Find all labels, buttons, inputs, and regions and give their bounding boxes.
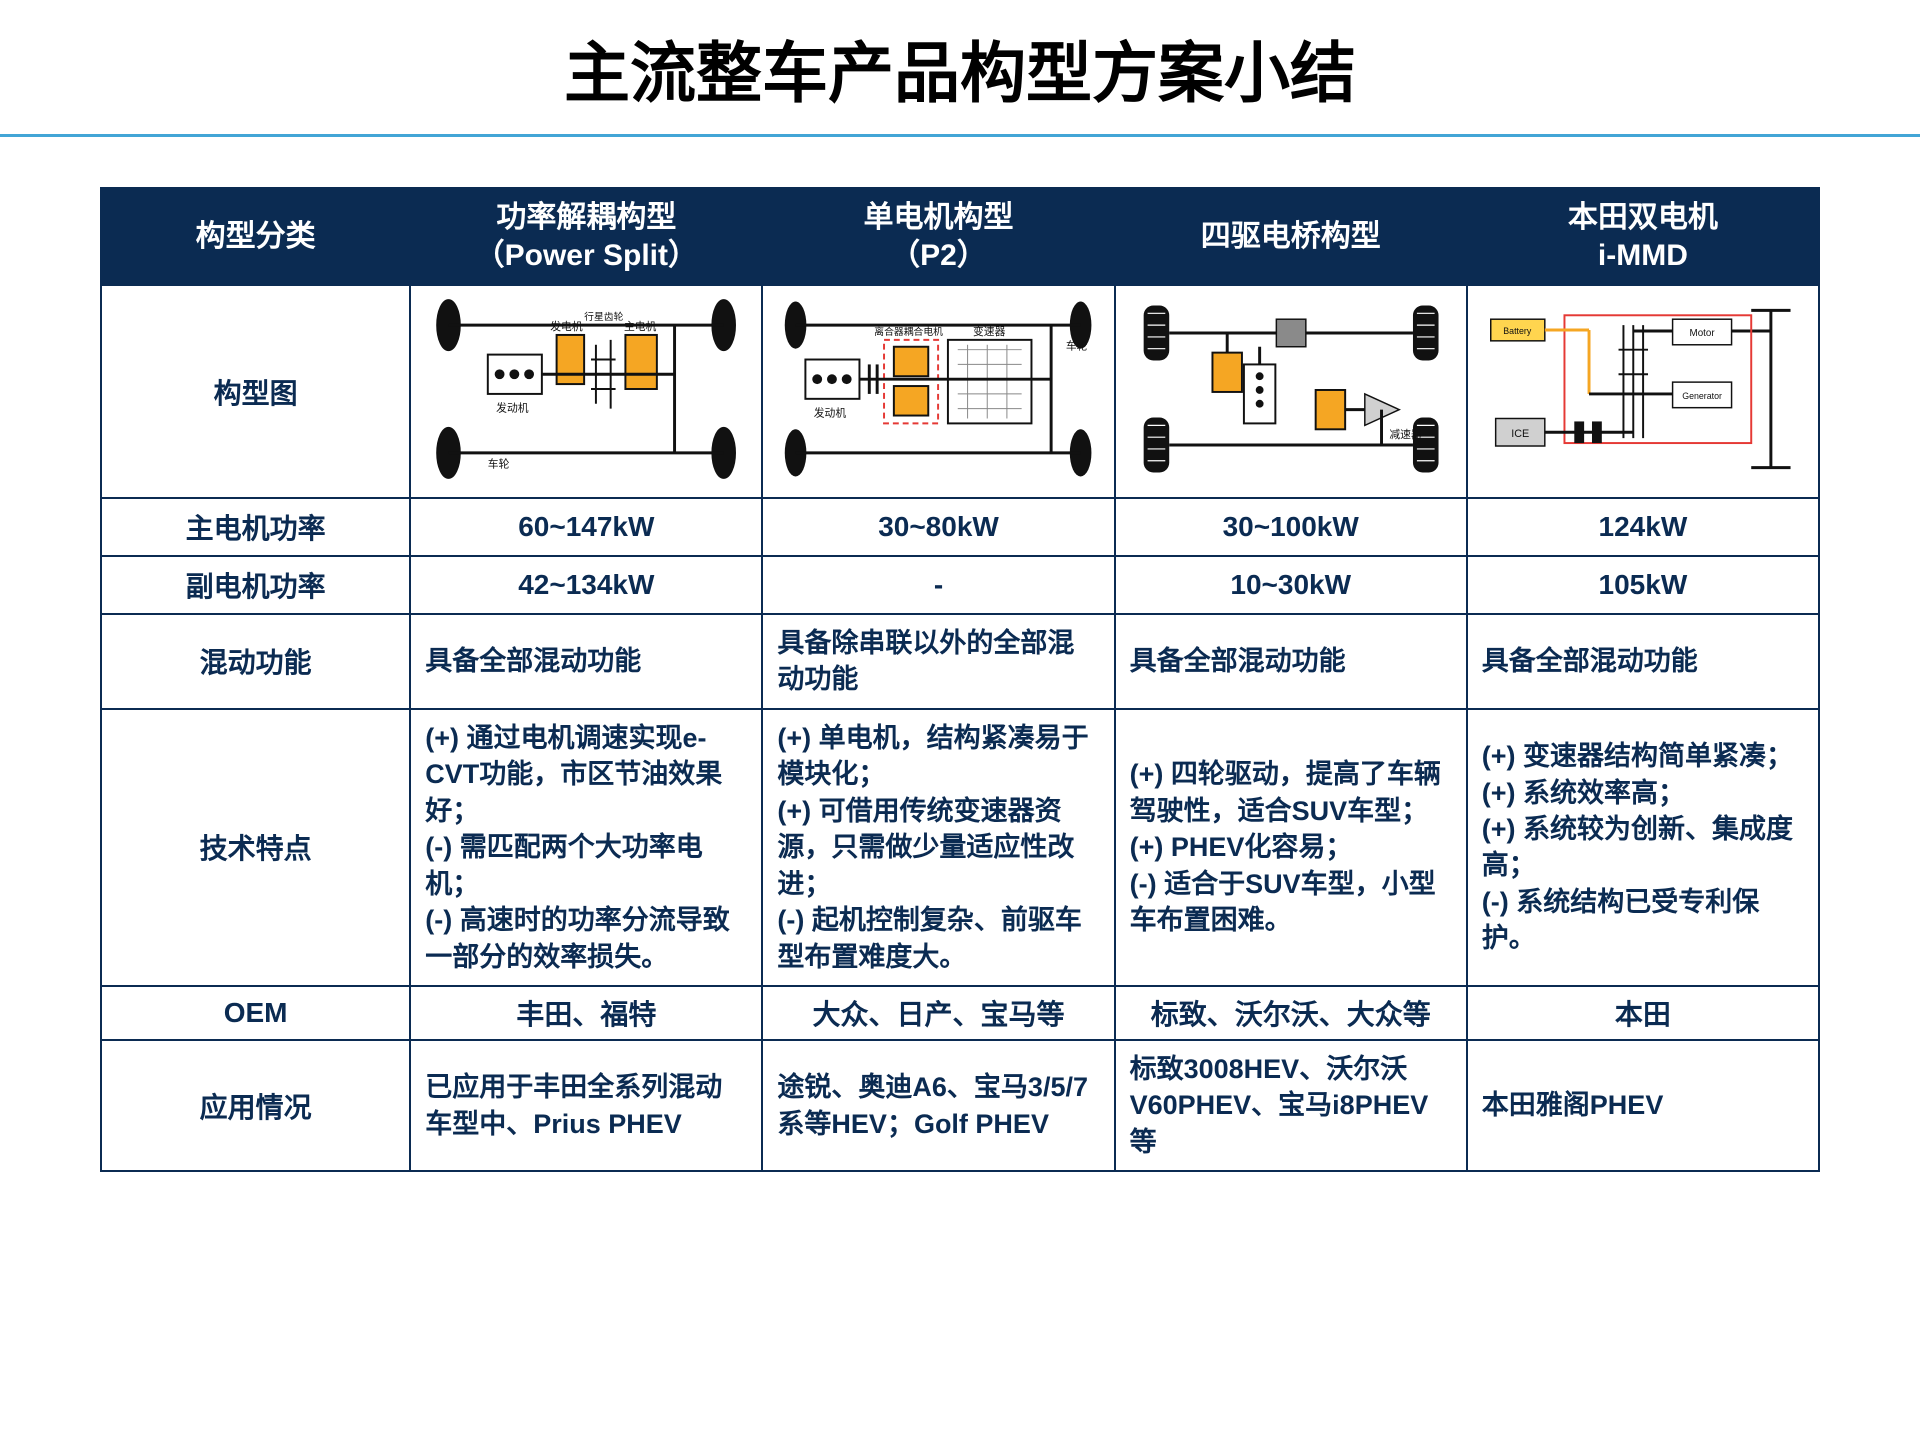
app-0: 已应用于丰田全系列混动车型中、Prius PHEV (410, 1040, 762, 1171)
svg-text:车轮: 车轮 (1066, 339, 1088, 353)
col-header-0: 构型分类 (101, 188, 410, 285)
comparison-table: 构型分类 功率解耦构型 （Power Split） 单电机构型 （P2） 四驱电… (100, 187, 1820, 1172)
col-header-4: 本田双电机 i-MMD (1467, 188, 1819, 285)
svg-text:减速器: 减速器 (1389, 428, 1422, 441)
diagram-p2: 车轮 发动机 离合器耦合电机 (762, 285, 1114, 498)
col-header-1: 功率解耦构型 （Power Split） (410, 188, 762, 285)
row-sub-motor: 副电机功率 42~134kW - 10~30kW 105kW (101, 556, 1819, 614)
hybrid-3: 具备全部混动功能 (1467, 614, 1819, 709)
oem-1: 大众、日产、宝马等 (762, 986, 1114, 1040)
svg-text:Generator: Generator (1682, 391, 1722, 401)
hybrid-1: 具备除串联以外的全部混动功能 (762, 614, 1114, 709)
row-label-hybrid: 混动功能 (101, 614, 410, 709)
svg-text:车轮: 车轮 (488, 457, 510, 471)
row-label-main-motor: 主电机功率 (101, 498, 410, 556)
svg-text:ICE: ICE (1511, 428, 1529, 440)
col-header-3: 四驱电桥构型 (1115, 188, 1467, 285)
row-tech: 技术特点 (+) 通过电机调速实现e-CVT功能，市区节油效果好； (-) 需匹… (101, 709, 1819, 986)
oem-0: 丰田、福特 (410, 986, 762, 1040)
col-header-2: 单电机构型 （P2） (762, 188, 1114, 285)
svg-text:离合器耦合电机: 离合器耦合电机 (875, 325, 944, 338)
power-split-svg: 发动机 发电机 行星齿轮 主电机 (419, 294, 753, 484)
row-oem: OEM 丰田、福特 大众、日产、宝马等 标致、沃尔沃、大众等 本田 (101, 986, 1819, 1040)
slide-title: 主流整车产品构型方案小结 (0, 20, 1920, 116)
svg-text:主电机: 主电机 (624, 319, 657, 333)
immd-svg: Battery Motor Generator (1476, 294, 1810, 484)
oem-2: 标致、沃尔沃、大众等 (1115, 986, 1467, 1040)
sub-motor-2: 10~30kW (1115, 556, 1467, 614)
sub-motor-3: 105kW (1467, 556, 1819, 614)
row-app: 应用情况 已应用于丰田全系列混动车型中、Prius PHEV 途锐、奥迪A6、宝… (101, 1040, 1819, 1171)
tech-3: (+) 变速器结构简单紧凑； (+) 系统效率高； (+) 系统较为创新、集成度… (1467, 709, 1819, 986)
p2-svg: 车轮 发动机 离合器耦合电机 (771, 294, 1105, 484)
svg-text:发动机: 发动机 (814, 406, 847, 420)
hybrid-0: 具备全部混动功能 (410, 614, 762, 709)
sub-motor-1: - (762, 556, 1114, 614)
header-row: 构型分类 功率解耦构型 （Power Split） 单电机构型 （P2） 四驱电… (101, 188, 1819, 285)
svg-text:行星齿轮: 行星齿轮 (584, 310, 623, 323)
tech-2: (+) 四轮驱动，提高了车辆驾驶性，适合SUV车型； (+) PHEV化容易； … (1115, 709, 1467, 986)
svg-text:发动机: 发动机 (496, 401, 529, 415)
fourwd-svg: 减速器 (1124, 294, 1458, 484)
diagram-4wd: 减速器 (1115, 285, 1467, 498)
svg-text:变速器: 变速器 (973, 324, 1006, 338)
diagram-power-split: 发动机 发电机 行星齿轮 主电机 (410, 285, 762, 498)
main-motor-3: 124kW (1467, 498, 1819, 556)
sub-motor-0: 42~134kW (410, 556, 762, 614)
svg-text:Motor: Motor (1689, 328, 1715, 339)
app-3: 本田雅阁PHEV (1467, 1040, 1819, 1171)
diagram-immd: Battery Motor Generator (1467, 285, 1819, 498)
tech-0: (+) 通过电机调速实现e-CVT功能，市区节油效果好； (-) 需匹配两个大功… (410, 709, 762, 986)
tech-1: (+) 单电机，结构紧凑易于模块化； (+) 可借用传统变速器资源，只需做少量适… (762, 709, 1114, 986)
row-diagram: 构型图 (101, 285, 1819, 498)
row-label-diagram: 构型图 (101, 285, 410, 498)
row-hybrid-fn: 混动功能 具备全部混动功能 具备除串联以外的全部混动功能 具备全部混动功能 具备… (101, 614, 1819, 709)
main-motor-2: 30~100kW (1115, 498, 1467, 556)
main-motor-1: 30~80kW (762, 498, 1114, 556)
svg-text:Battery: Battery (1503, 326, 1532, 336)
app-2: 标致3008HEV、沃尔沃V60PHEV、宝马i8PHEV等 (1115, 1040, 1467, 1171)
row-main-motor: 主电机功率 60~147kW 30~80kW 30~100kW 124kW (101, 498, 1819, 556)
comparison-table-wrap: 构型分类 功率解耦构型 （Power Split） 单电机构型 （P2） 四驱电… (0, 187, 1920, 1172)
row-label-app: 应用情况 (101, 1040, 410, 1171)
row-label-sub-motor: 副电机功率 (101, 556, 410, 614)
title-underline (0, 134, 1920, 137)
row-label-tech: 技术特点 (101, 709, 410, 986)
svg-text:发电机: 发电机 (550, 319, 583, 333)
oem-3: 本田 (1467, 986, 1819, 1040)
row-label-oem: OEM (101, 986, 410, 1040)
slide: 主流整车产品构型方案小结 构型分类 功率解耦构型 （Power Split） 单… (0, 0, 1920, 1440)
main-motor-0: 60~147kW (410, 498, 762, 556)
hybrid-2: 具备全部混动功能 (1115, 614, 1467, 709)
app-1: 途锐、奥迪A6、宝马3/5/7系等HEV；Golf PHEV (762, 1040, 1114, 1171)
